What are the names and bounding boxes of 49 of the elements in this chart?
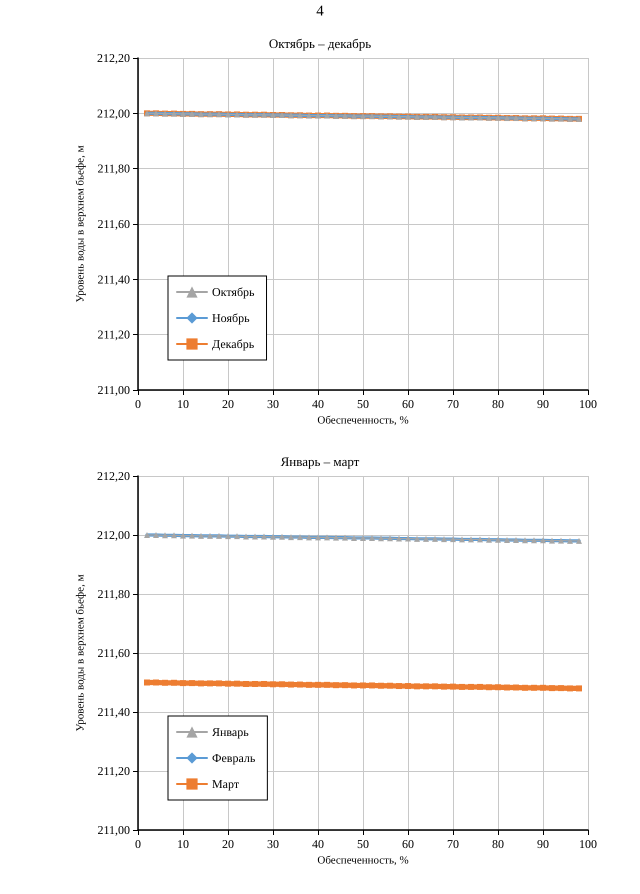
x-tick-label: 10 [177,837,189,851]
x-tick-label: 100 [579,837,597,851]
x-tick-label: 50 [357,837,369,851]
x-tick-label: 0 [135,397,141,411]
legend-label: Март [212,777,240,791]
x-tick-label: 70 [447,837,459,851]
x-tick-label: 90 [537,397,549,411]
legend-label: Февраль [212,751,256,765]
y-tick-label: 211,20 [97,764,130,778]
y-tick-label: 212,20 [97,469,130,483]
x-tick-label: 0 [135,837,141,851]
y-axis-title: Уровень воды в верхнем бьефе, м [74,145,87,303]
legend-label: Декабрь [212,337,255,351]
text: 4 [316,4,324,20]
x-axis-title: Обеспеченность, % [317,854,409,866]
x-tick-label: 70 [447,397,459,411]
legend-label: Январь [212,725,250,739]
x-tick-label: 80 [492,837,504,851]
y-tick-label: 211,20 [97,328,130,342]
x-tick-label: 60 [402,397,414,411]
legend-label: Ноябрь [212,311,250,325]
legend-label: Октябрь [212,285,256,299]
y-tick-label: 211,40 [97,705,130,719]
x-tick-label: 30 [267,397,279,411]
y-tick-label: 211,60 [97,646,130,660]
x-tick-label: 100 [579,397,597,411]
x-tick-label: 80 [492,397,504,411]
x-tick-label: 40 [312,397,324,411]
y-tick-label: 211,60 [97,217,130,231]
y-tick-label: 212,20 [97,51,130,65]
x-tick-label: 30 [267,837,279,851]
x-tick-label: 20 [222,837,234,851]
x-tick-label: 40 [312,837,324,851]
y-tick-label: 211,40 [97,272,130,286]
x-axis-title: Обеспеченность, % [317,414,409,426]
x-tick-label: 60 [402,837,414,851]
chart-title: Январь – март [280,454,360,469]
x-tick-label: 50 [357,397,369,411]
x-tick-label: 10 [177,397,189,411]
y-tick-label: 211,80 [97,162,130,176]
y-axis-title: Уровень воды в верхнем бьефе, м [74,574,87,732]
y-tick-label: 211,80 [97,587,130,601]
x-tick-label: 20 [222,397,234,411]
y-tick-label: 211,00 [97,823,130,837]
y-tick-label: 212,00 [97,106,130,120]
chart-title: Октябрь – декабрь [268,36,372,51]
x-tick-label: 90 [537,837,549,851]
y-tick-label: 212,00 [97,528,130,542]
y-tick-label: 211,00 [97,383,130,397]
